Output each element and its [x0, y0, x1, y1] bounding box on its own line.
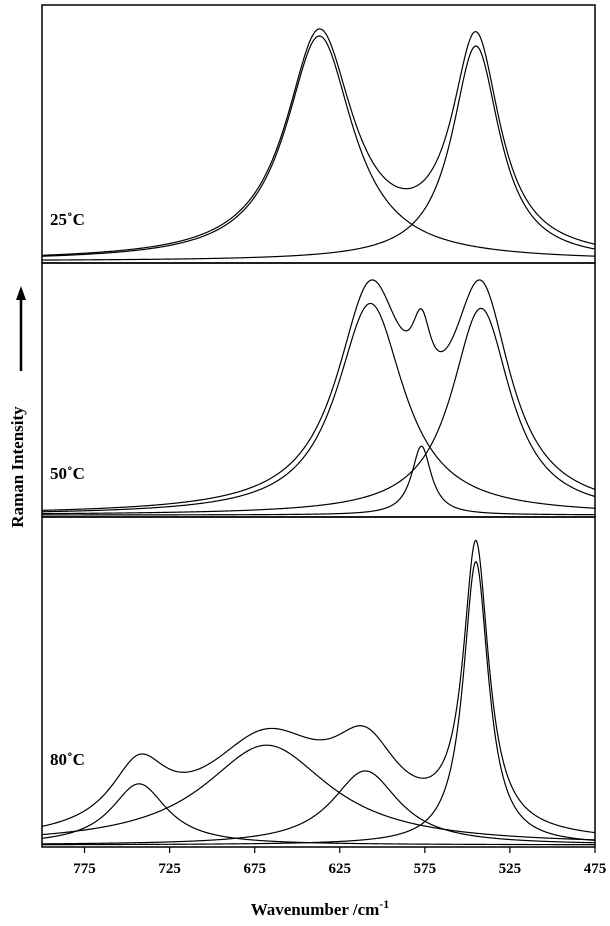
panel-2-component-peak-1	[41, 302, 596, 513]
x-tick-label-475: 475	[584, 861, 607, 877]
panel-1-envelope	[41, 28, 596, 256]
panel-label-1: 25˚C	[50, 210, 85, 229]
x-tick-label-625: 625	[329, 861, 352, 877]
x-axis-ticks: 775 725 675 625 575 525 475	[73, 847, 606, 877]
panel-3-component-peak-1	[41, 783, 595, 846]
panel-labels: 25˚C 50˚C 80˚C	[50, 210, 85, 769]
x-tick-label-575: 575	[414, 861, 437, 877]
panel-3-envelope	[41, 539, 596, 834]
x-tick-label-725: 725	[158, 861, 181, 877]
panel-2-component-peak-2	[42, 445, 596, 516]
panel-label-2: 50˚C	[50, 464, 85, 483]
panel-frames	[41, 4, 596, 848]
panel-2-envelope	[41, 279, 596, 511]
panel-3-component-peak-2	[41, 744, 596, 841]
panel-1-component-peak-1	[41, 35, 596, 257]
panel-frame-3	[41, 516, 596, 848]
y-axis-arrow-head	[16, 286, 26, 300]
panel-label-3: 80˚C	[50, 750, 85, 769]
panel-frame-2	[41, 262, 596, 518]
panel-2-component-peak-3	[41, 307, 596, 515]
panel-frame-1	[41, 4, 596, 264]
x-tick-label-775: 775	[73, 861, 96, 877]
x-axis-title-text: Wavenumber /cm	[251, 900, 380, 919]
x-tick-label-525: 525	[499, 861, 522, 877]
panel-3-component-peak-4	[42, 560, 596, 846]
x-axis-title: Wavenumber /cm-1	[251, 897, 390, 919]
panel-3-component-peak-3	[41, 770, 596, 845]
spectra-curves	[41, 28, 596, 846]
panel-1-component-peak-2	[41, 45, 596, 261]
x-tick-label-675: 675	[243, 861, 266, 877]
x-axis-title-superscript: -1	[379, 897, 389, 911]
y-axis-title: Raman Intensity	[8, 406, 27, 528]
